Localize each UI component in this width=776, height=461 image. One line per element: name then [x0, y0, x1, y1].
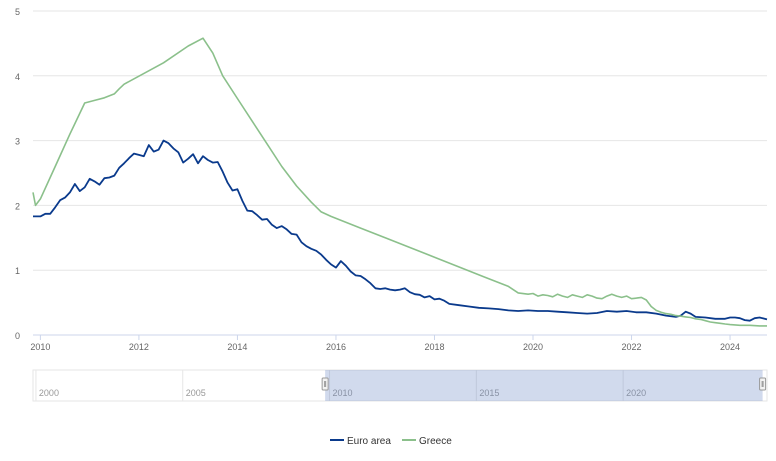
range-navigator[interactable]: 2000 2005 2010 2015 2020: [32, 369, 768, 402]
navigator-label: 2000: [39, 388, 59, 398]
navigator-selected-range[interactable]: [325, 370, 763, 401]
x-tick-label: 2022: [622, 342, 642, 352]
navigator-label: 2005: [186, 388, 206, 398]
y-tick-label: 2: [15, 201, 20, 211]
x-tick-label: 2020: [523, 342, 543, 352]
x-tick-label: 2016: [326, 342, 346, 352]
y-tick-label: 4: [15, 72, 20, 82]
navigator-label: 2015: [479, 388, 499, 398]
legend-label: Euro area: [347, 436, 391, 447]
x-tick-label: 2018: [424, 342, 444, 352]
x-tick-label: 2012: [129, 342, 149, 352]
y-tick-label: 5: [15, 7, 20, 17]
y-tick-label: 0: [15, 331, 20, 341]
navigator-background: [32, 369, 768, 402]
navigator-label: 2010: [333, 388, 353, 398]
y-axis: 0 1 2 3 4 5: [15, 7, 20, 341]
legend: Euro area Greece: [330, 436, 452, 447]
navigator-label: 2020: [626, 388, 646, 398]
y-tick-label: 3: [15, 137, 20, 147]
legend-label: Greece: [419, 436, 452, 447]
series-lines: [32, 37, 768, 327]
series-line-greece: [32, 37, 767, 327]
grid-lines: [33, 10, 767, 336]
series-line-euro-area: [33, 139, 768, 322]
y-tick-label: 1: [15, 266, 20, 276]
x-tick-label: 2024: [720, 342, 740, 352]
x-tick-label: 2010: [30, 342, 50, 352]
x-axis: 2010 2012 2014 2016 2018 2020 2022 2024: [30, 335, 740, 352]
x-tick-label: 2014: [227, 342, 247, 352]
